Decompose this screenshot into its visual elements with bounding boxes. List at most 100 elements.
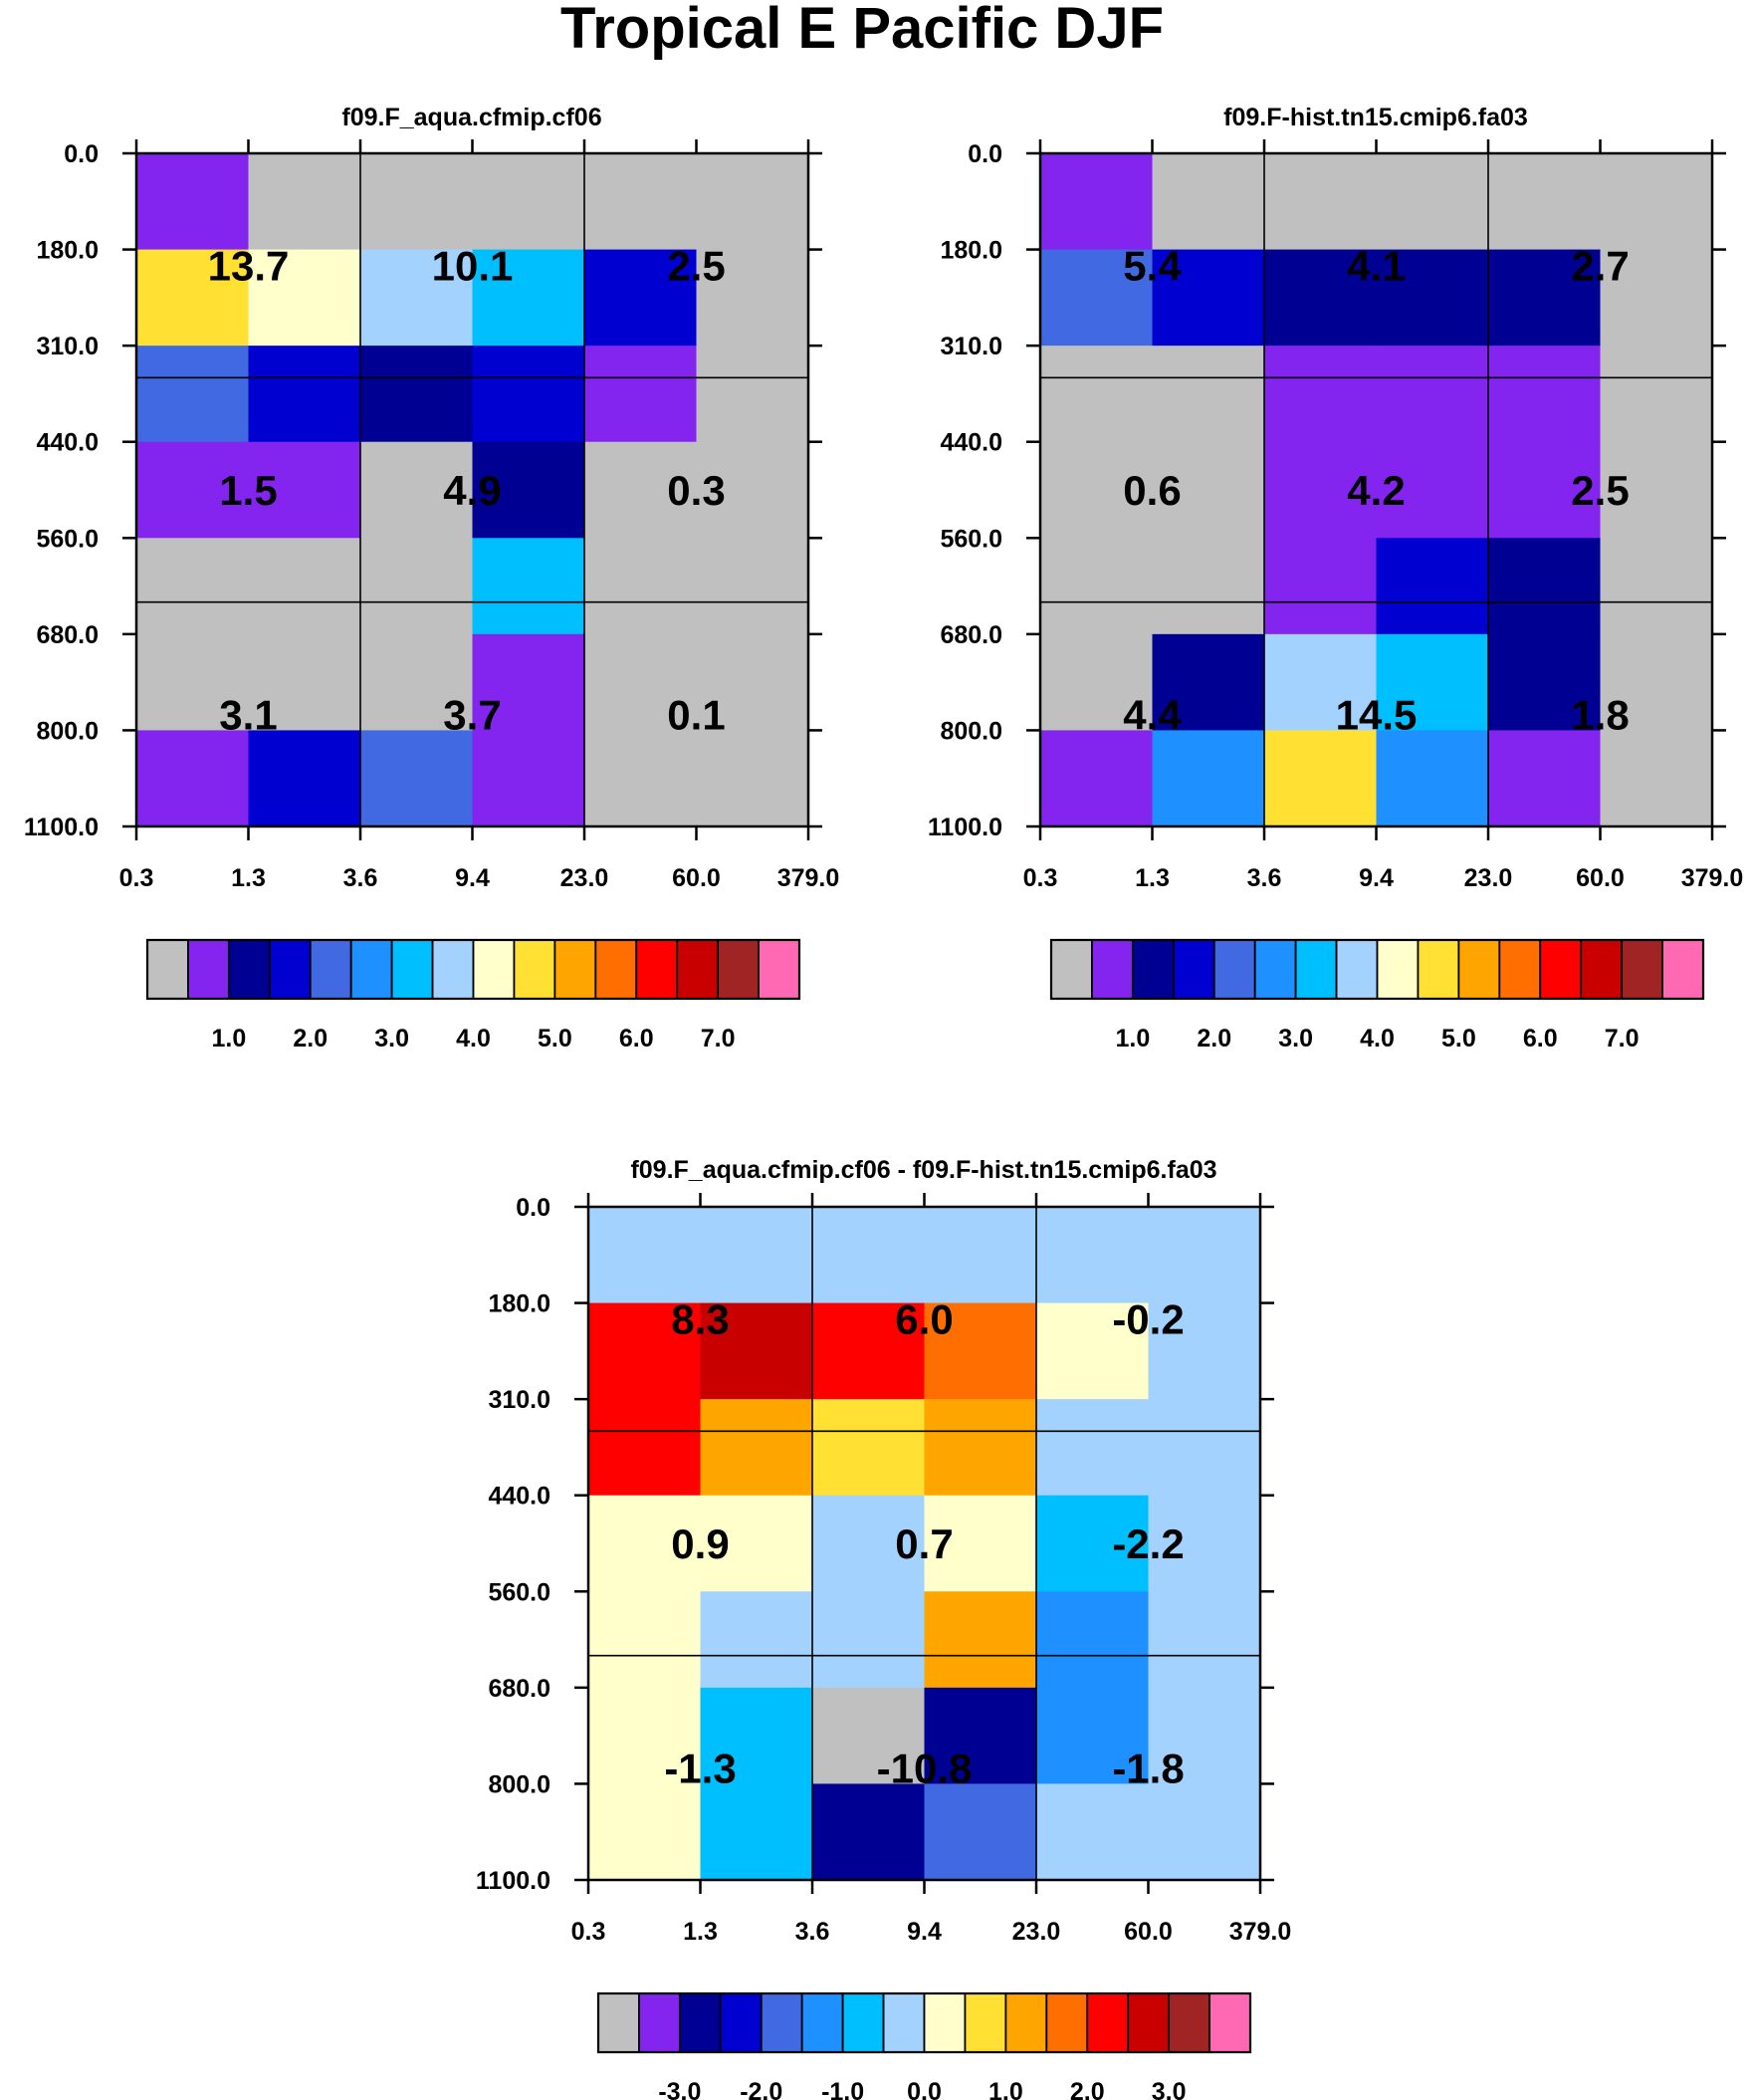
colorbar-label: 4.0 (1360, 1025, 1395, 1052)
cell-value-label: 4.4 (1123, 691, 1182, 738)
cell-value-label: 0.6 (1123, 467, 1181, 514)
heatmap-cell (584, 346, 698, 443)
heatmap-cell (360, 633, 474, 732)
heatmap-cell (1152, 538, 1265, 635)
colorbar-label: -3.0 (658, 2078, 701, 2100)
x-tick-label: 9.4 (455, 864, 490, 892)
colorbar-box (1050, 939, 1093, 1000)
heatmap-cell (1040, 153, 1154, 251)
heatmap-cell (1152, 441, 1265, 539)
heatmap-cell (1152, 730, 1265, 827)
heatmap-cell (812, 1399, 926, 1497)
colorbar-box (146, 939, 189, 1000)
heatmap-cell (700, 1207, 813, 1304)
heatmap-cell (812, 1687, 926, 1785)
x-tick-label: 23.0 (560, 864, 609, 892)
colorbar-box (1376, 939, 1420, 1000)
colorbar-label: 3.0 (1278, 1025, 1313, 1052)
cell-value-label: 5.4 (1123, 243, 1182, 290)
x-tick-label: 1.3 (683, 1918, 718, 1946)
cell-value-label: -0.2 (1112, 1296, 1184, 1343)
heatmap-cell (1152, 249, 1265, 347)
y-tick-label: 440.0 (940, 429, 1002, 457)
heatmap-cell (1488, 249, 1602, 347)
heatmap-cell (1148, 1207, 1261, 1304)
cell-value-label: 14.5 (1336, 691, 1418, 738)
heatmap-cell (1036, 1399, 1150, 1497)
heatmap-cell (136, 346, 250, 443)
heatmap-cell (1376, 441, 1489, 539)
cell-value-label: 6.0 (895, 1296, 953, 1343)
colorbar-box (1208, 1992, 1251, 2053)
heatmap-plot: 0.0 180.0 310.0 440.0 560.0 680.0 800.0 1100.0 0… (24, 139, 839, 892)
x-tick-label: 1.3 (231, 864, 266, 892)
heatmap-cell (588, 1591, 702, 1689)
colorbar-box (1168, 1992, 1210, 2053)
cell-value-label: -1.8 (1112, 1745, 1184, 1791)
heatmap-cell (472, 730, 585, 827)
colorbar-label: -2.0 (740, 2078, 782, 2100)
colorbar: 1.0 2.0 3.0 4.0 5.0 6.0 7.0 (145, 938, 801, 1052)
colorbar-box (1086, 1992, 1130, 2053)
y-tick-label: 800.0 (940, 717, 1002, 745)
heatmap-cell (1600, 346, 1713, 443)
y-tick-label: 0.0 (968, 140, 1002, 168)
panel-model-a: f09.F_aqua.cfmip.cf06 0.0 180.0 310.0 440.0… (24, 104, 839, 1052)
x-tick-label: 3.6 (795, 1918, 830, 1946)
y-tick-label: 560.0 (36, 525, 99, 553)
heatmap-cell (1376, 153, 1489, 251)
cell-value-label: 3.1 (219, 691, 277, 738)
heatmap-cell (1376, 346, 1489, 443)
y-tick-label: 440.0 (488, 1483, 550, 1511)
heatmap-cell (1488, 730, 1602, 827)
panel-title: f09.F_aqua.cfmip.cf06 (341, 104, 601, 131)
heatmap-cell (1376, 730, 1489, 827)
x-tick-label: 379.0 (1681, 864, 1744, 892)
x-tick-label: 60.0 (1124, 1918, 1173, 1946)
y-tick-label: 180.0 (940, 237, 1002, 265)
colorbar-box (1127, 1992, 1171, 2053)
y-tick-label: 180.0 (488, 1290, 550, 1318)
cell-value-label: 10.1 (432, 243, 514, 290)
cell-value-label: 1.8 (1571, 691, 1629, 738)
heatmap-cell (584, 633, 698, 732)
colorbar-label: 3.0 (374, 1025, 409, 1052)
colorbar-box (431, 939, 475, 1000)
heatmap-cell (1488, 153, 1602, 251)
cell-value-label: 8.3 (671, 1296, 729, 1343)
colorbar-box (594, 939, 638, 1000)
heatmap-cell (924, 1591, 1037, 1689)
x-tick-label: 9.4 (907, 1918, 942, 1946)
x-tick-label: 60.0 (672, 864, 721, 892)
colorbar-label: 4.0 (456, 1025, 491, 1052)
heatmap-cell (1264, 153, 1378, 251)
colorbar-box (717, 939, 760, 1000)
heatmap-cell (1600, 153, 1713, 251)
colorbar-frame (1049, 938, 1705, 1001)
colorbar-frame (596, 1991, 1252, 2054)
heatmap-cell (1600, 730, 1713, 827)
x-tick-label: 379.0 (777, 864, 840, 892)
cell-value-label: 13.7 (208, 243, 290, 290)
heatmap-cell (472, 538, 585, 635)
colorbar-box (1172, 939, 1215, 1000)
heatmap-cell (248, 153, 361, 251)
cell-value-label: 4.1 (1347, 243, 1405, 290)
heatmap-cell (472, 633, 585, 732)
colorbar-box (1004, 1992, 1048, 2053)
heatmap-cell (924, 1302, 1037, 1400)
heatmap-cell (360, 441, 474, 539)
colorbar-label: 7.0 (701, 1025, 736, 1052)
heatmap-cell (360, 730, 474, 827)
y-tick-label: 1100.0 (476, 1867, 550, 1895)
heatmap-cell (700, 1495, 813, 1592)
cell-value-label: 2.5 (667, 243, 725, 290)
panel-title: f09.F-hist.tn15.cmip6.fa03 (1223, 104, 1528, 131)
heatmap-cell (588, 1687, 702, 1785)
y-tick-label: 1100.0 (928, 814, 1002, 841)
heatmap-cell (588, 1495, 702, 1592)
y-tick-label: 440.0 (36, 429, 99, 457)
colorbar-box (1131, 939, 1175, 1000)
colorbar-label: 6.0 (1523, 1025, 1558, 1052)
colorbar-box (1661, 939, 1704, 1000)
